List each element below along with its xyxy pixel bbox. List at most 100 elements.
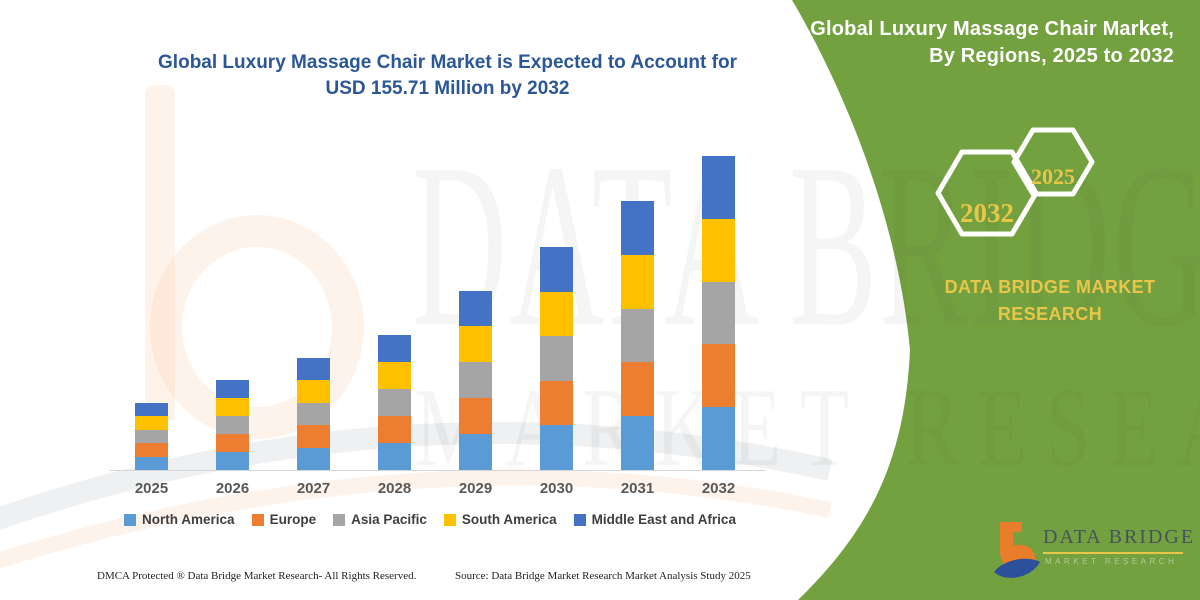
bar-segment-2025-asia-pacific	[135, 429, 168, 443]
logo-subtitle: MARKET RESEARCH	[1045, 557, 1178, 566]
bar-segment-2026-europe	[216, 433, 249, 452]
x-axis-label-2027: 2027	[296, 480, 331, 497]
bar-segment-2027-middle-east-and-africa	[297, 358, 330, 381]
x-axis-label-2025: 2025	[134, 480, 169, 497]
bar-segment-2029-middle-east-and-africa	[459, 290, 492, 327]
x-axis-label-2031: 2031	[620, 480, 655, 497]
bar-segment-2029-south-america	[459, 326, 492, 363]
legend-swatch-asia-pacific	[333, 513, 346, 526]
legend-item-asia-pacific: Asia Pacific	[333, 512, 427, 527]
data-bridge-logo-icon	[994, 522, 1040, 578]
bar-segment-2032-europe	[702, 344, 735, 408]
bar-segment-2025-europe	[135, 443, 168, 457]
brand-line2: RESEARCH	[997, 304, 1103, 324]
side-panel-title-line2: By Regions, 2025 to 2032	[929, 45, 1174, 67]
bar-segment-2025-south-america	[135, 416, 168, 430]
bar-column-2025	[111, 150, 192, 470]
bar-segment-2025-middle-east-and-africa	[135, 402, 168, 416]
bar-segment-2025-north-america	[135, 456, 168, 470]
legend-swatch-north-america	[124, 513, 137, 526]
bar-segment-2030-middle-east-and-africa	[540, 247, 573, 292]
brand-line1: DATA BRIDGE MARKET	[944, 277, 1156, 297]
legend-label-north-america: North America	[142, 512, 235, 527]
bar-segment-2029-europe	[459, 398, 492, 435]
bar-segment-2028-north-america	[378, 443, 411, 470]
hexagon-label-2032: 2032	[960, 198, 1014, 228]
bar-column-2029	[435, 150, 516, 470]
x-axis-labels: 2025 2026 2027 2028 2029 2030 2031 2032	[111, 480, 759, 497]
x-axis-label-2032: 2032	[701, 480, 736, 497]
stacked-bar-chart	[111, 150, 759, 470]
bar-segment-2026-asia-pacific	[216, 415, 249, 434]
data-bridge-logo: DATA BRIDGE MARKET RESEARCH	[988, 518, 1196, 588]
bar-stack-2029	[459, 290, 492, 470]
bar-segment-2031-middle-east-and-africa	[621, 201, 654, 255]
bar-segment-2032-asia-pacific	[702, 281, 735, 345]
bar-segment-2032-south-america	[702, 218, 735, 282]
bar-stack-2025	[135, 402, 168, 470]
legend-label-europe: Europe	[269, 512, 317, 527]
bar-segment-2028-asia-pacific	[378, 389, 411, 416]
source-text: Source: Data Bridge Market Research Mark…	[455, 570, 751, 582]
bar-segment-2030-asia-pacific	[540, 336, 573, 381]
bar-segment-2030-europe	[540, 380, 573, 426]
bar-segment-2029-asia-pacific	[459, 362, 492, 399]
bar-segment-2028-middle-east-and-africa	[378, 335, 411, 362]
legend-label-middle-east-and-africa: Middle East and Africa	[591, 512, 736, 527]
legend-label-south-america: South America	[461, 512, 557, 527]
bar-column-2031	[597, 150, 678, 470]
x-axis-label-2028: 2028	[377, 480, 412, 497]
bar-column-2032	[678, 150, 759, 470]
hexagon-label-2025: 2025	[1031, 164, 1075, 189]
bar-stack-2028	[378, 335, 411, 470]
bar-segment-2030-north-america	[540, 425, 573, 470]
legend-swatch-europe	[251, 513, 264, 526]
bar-segment-2026-north-america	[216, 451, 249, 470]
bar-segment-2027-europe	[297, 425, 330, 448]
bar-segment-2031-north-america	[621, 416, 654, 470]
bar-segment-2028-europe	[378, 416, 411, 443]
bar-segment-2027-asia-pacific	[297, 402, 330, 426]
legend-item-south-america: South America	[443, 512, 557, 527]
chart-title-line2: USD 155.71 Million by 2032	[325, 77, 570, 99]
chart-title: Global Luxury Massage Chair Market is Ex…	[95, 50, 800, 101]
legend-swatch-middle-east-and-africa	[573, 513, 586, 526]
bar-segment-2031-asia-pacific	[621, 308, 654, 363]
legend-label-asia-pacific: Asia Pacific	[351, 512, 427, 527]
bar-stack-2032	[702, 156, 735, 470]
side-panel-title-line1: Global Luxury Massage Chair Market,	[810, 18, 1174, 40]
bar-segment-2027-north-america	[297, 447, 330, 470]
x-axis-label-2026: 2026	[215, 480, 250, 497]
legend-item-europe: Europe	[251, 512, 317, 527]
x-axis-line	[110, 470, 766, 471]
dmca-text: DMCA Protected ® Data Bridge Market Rese…	[97, 570, 417, 582]
year-hexagons: 2032 2025	[930, 120, 1110, 245]
bar-column-2027	[273, 150, 354, 470]
legend-item-middle-east-and-africa: Middle East and Africa	[573, 512, 736, 527]
bar-segment-2030-south-america	[540, 291, 573, 337]
logo-title: DATA BRIDGE	[1043, 526, 1196, 548]
bar-segment-2032-middle-east-and-africa	[702, 156, 735, 219]
bar-stack-2030	[540, 247, 573, 470]
bar-stack-2031	[621, 201, 654, 470]
bar-segment-2032-north-america	[702, 407, 735, 470]
side-panel-brand: DATA BRIDGE MARKET RESEARCH	[920, 274, 1180, 328]
bar-column-2030	[516, 150, 597, 470]
logo-underline	[1043, 552, 1183, 554]
bar-segment-2029-north-america	[459, 434, 492, 470]
bar-stack-2027	[297, 358, 330, 470]
bar-segment-2026-south-america	[216, 397, 249, 416]
bar-column-2028	[354, 150, 435, 470]
hexagon-shapes	[935, 127, 1095, 237]
bar-segment-2031-europe	[621, 362, 654, 417]
bar-segment-2026-middle-east-and-africa	[216, 379, 249, 398]
bar-stack-2026	[216, 379, 249, 470]
x-axis-label-2030: 2030	[539, 480, 574, 497]
legend-item-north-america: North America	[124, 512, 235, 527]
bar-segment-2028-south-america	[378, 362, 411, 389]
bar-segment-2031-south-america	[621, 254, 654, 309]
side-panel-title: Global Luxury Massage Chair Market, By R…	[754, 16, 1174, 70]
bar-column-2026	[192, 150, 273, 470]
legend-swatch-south-america	[443, 513, 456, 526]
